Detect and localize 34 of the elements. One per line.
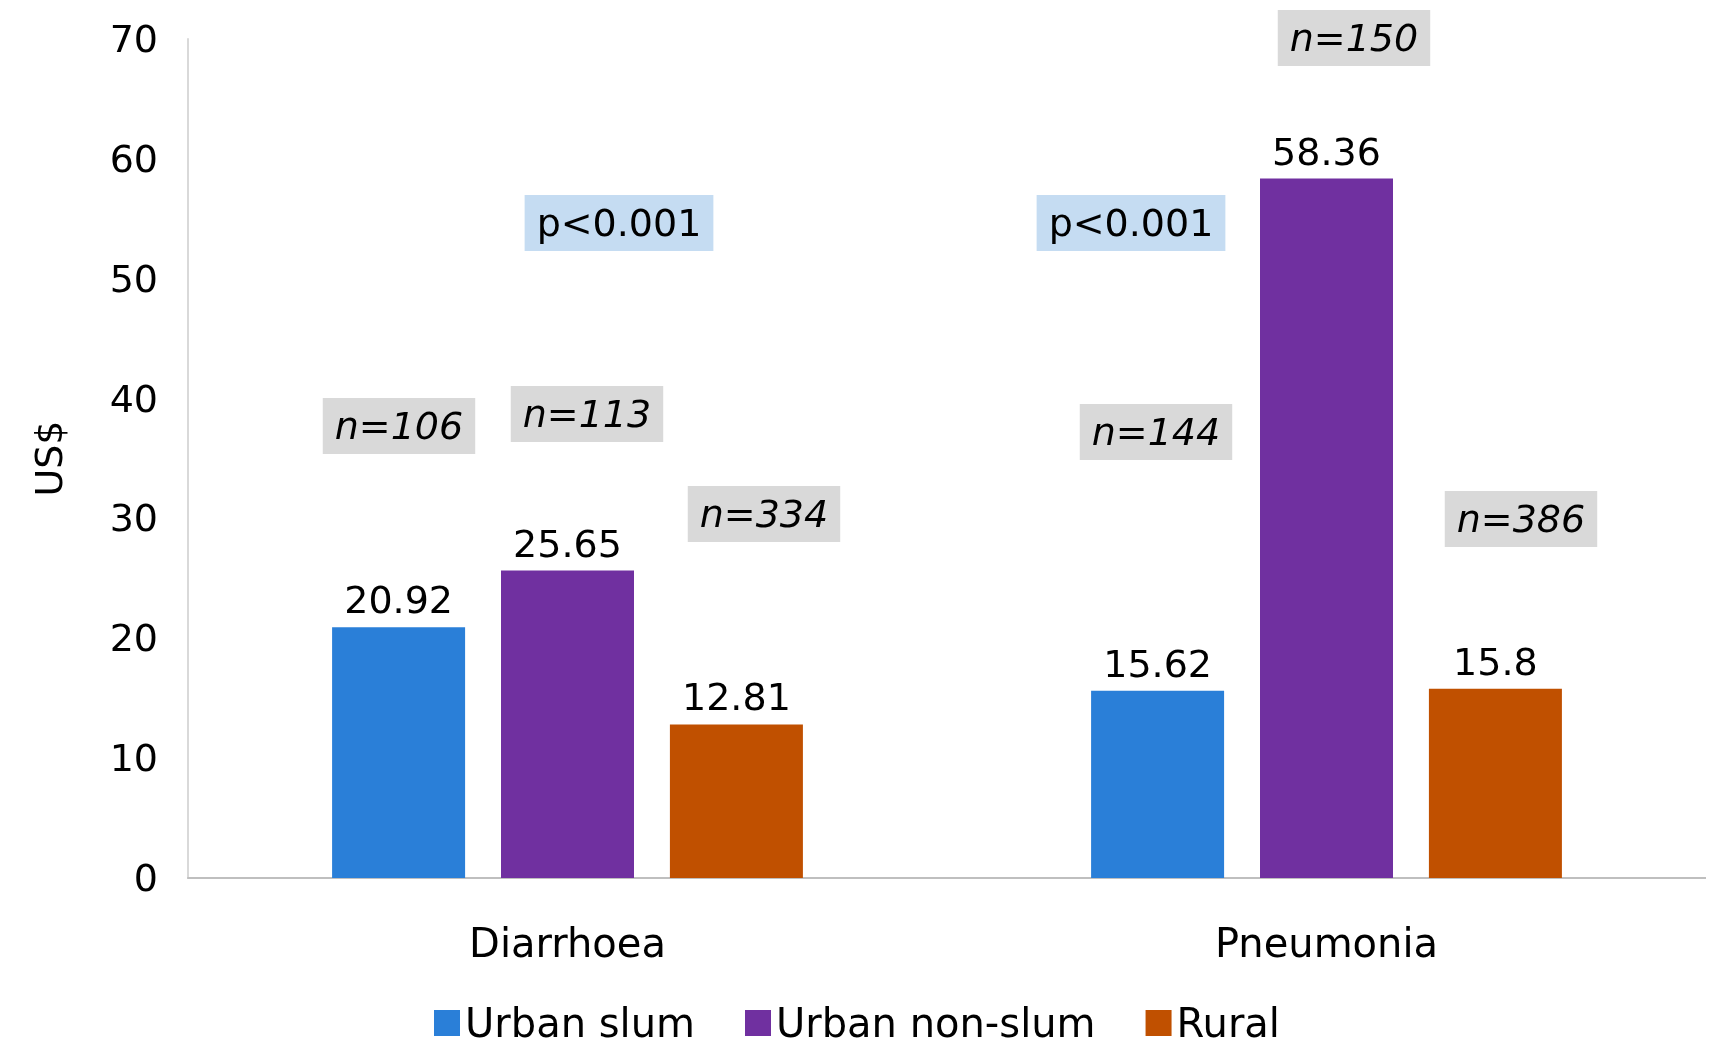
y-tick-label: 50 — [109, 256, 158, 301]
y-tick-label: 0 — [133, 856, 158, 900]
annotation: p<0.001 — [1048, 201, 1214, 245]
bar — [1260, 178, 1393, 878]
annotation: n=106 — [334, 404, 464, 448]
bar — [669, 724, 803, 878]
data-label: 20.92 — [344, 578, 453, 623]
y-tick-label: 30 — [109, 496, 158, 541]
data-label: 25.65 — [513, 521, 622, 566]
annotation: p<0.001 — [536, 201, 702, 245]
data-label: 12.81 — [682, 675, 791, 720]
annotation: n=334 — [699, 492, 829, 536]
legend-label: Urban non-slum — [775, 1000, 1096, 1046]
legend-label: Urban slum — [465, 1000, 695, 1046]
data-label: 15.8 — [1453, 639, 1538, 684]
x-tick-label: Pneumonia — [1214, 920, 1439, 966]
y-tick-label: 10 — [109, 736, 158, 781]
y-tick-label: 60 — [109, 136, 158, 181]
bar — [1428, 688, 1562, 878]
y-axis-title: US$ — [27, 420, 71, 497]
y-tick-label: 20 — [109, 616, 158, 661]
y-tick-label: 40 — [109, 376, 158, 421]
annotation: n=144 — [1091, 410, 1221, 454]
annotation: n=113 — [522, 392, 652, 436]
annotation: n=386 — [1456, 497, 1586, 541]
data-label: 15.62 — [1103, 641, 1212, 686]
bar — [501, 570, 634, 878]
data-label: 58.36 — [1272, 129, 1381, 174]
bar — [332, 627, 466, 878]
y-tick-label: 70 — [109, 17, 158, 61]
x-tick-label: Diarrhoea — [469, 920, 666, 966]
legend-label: Rural — [1176, 1000, 1280, 1046]
annotation: n=150 — [1289, 16, 1419, 60]
bar — [1091, 690, 1225, 878]
